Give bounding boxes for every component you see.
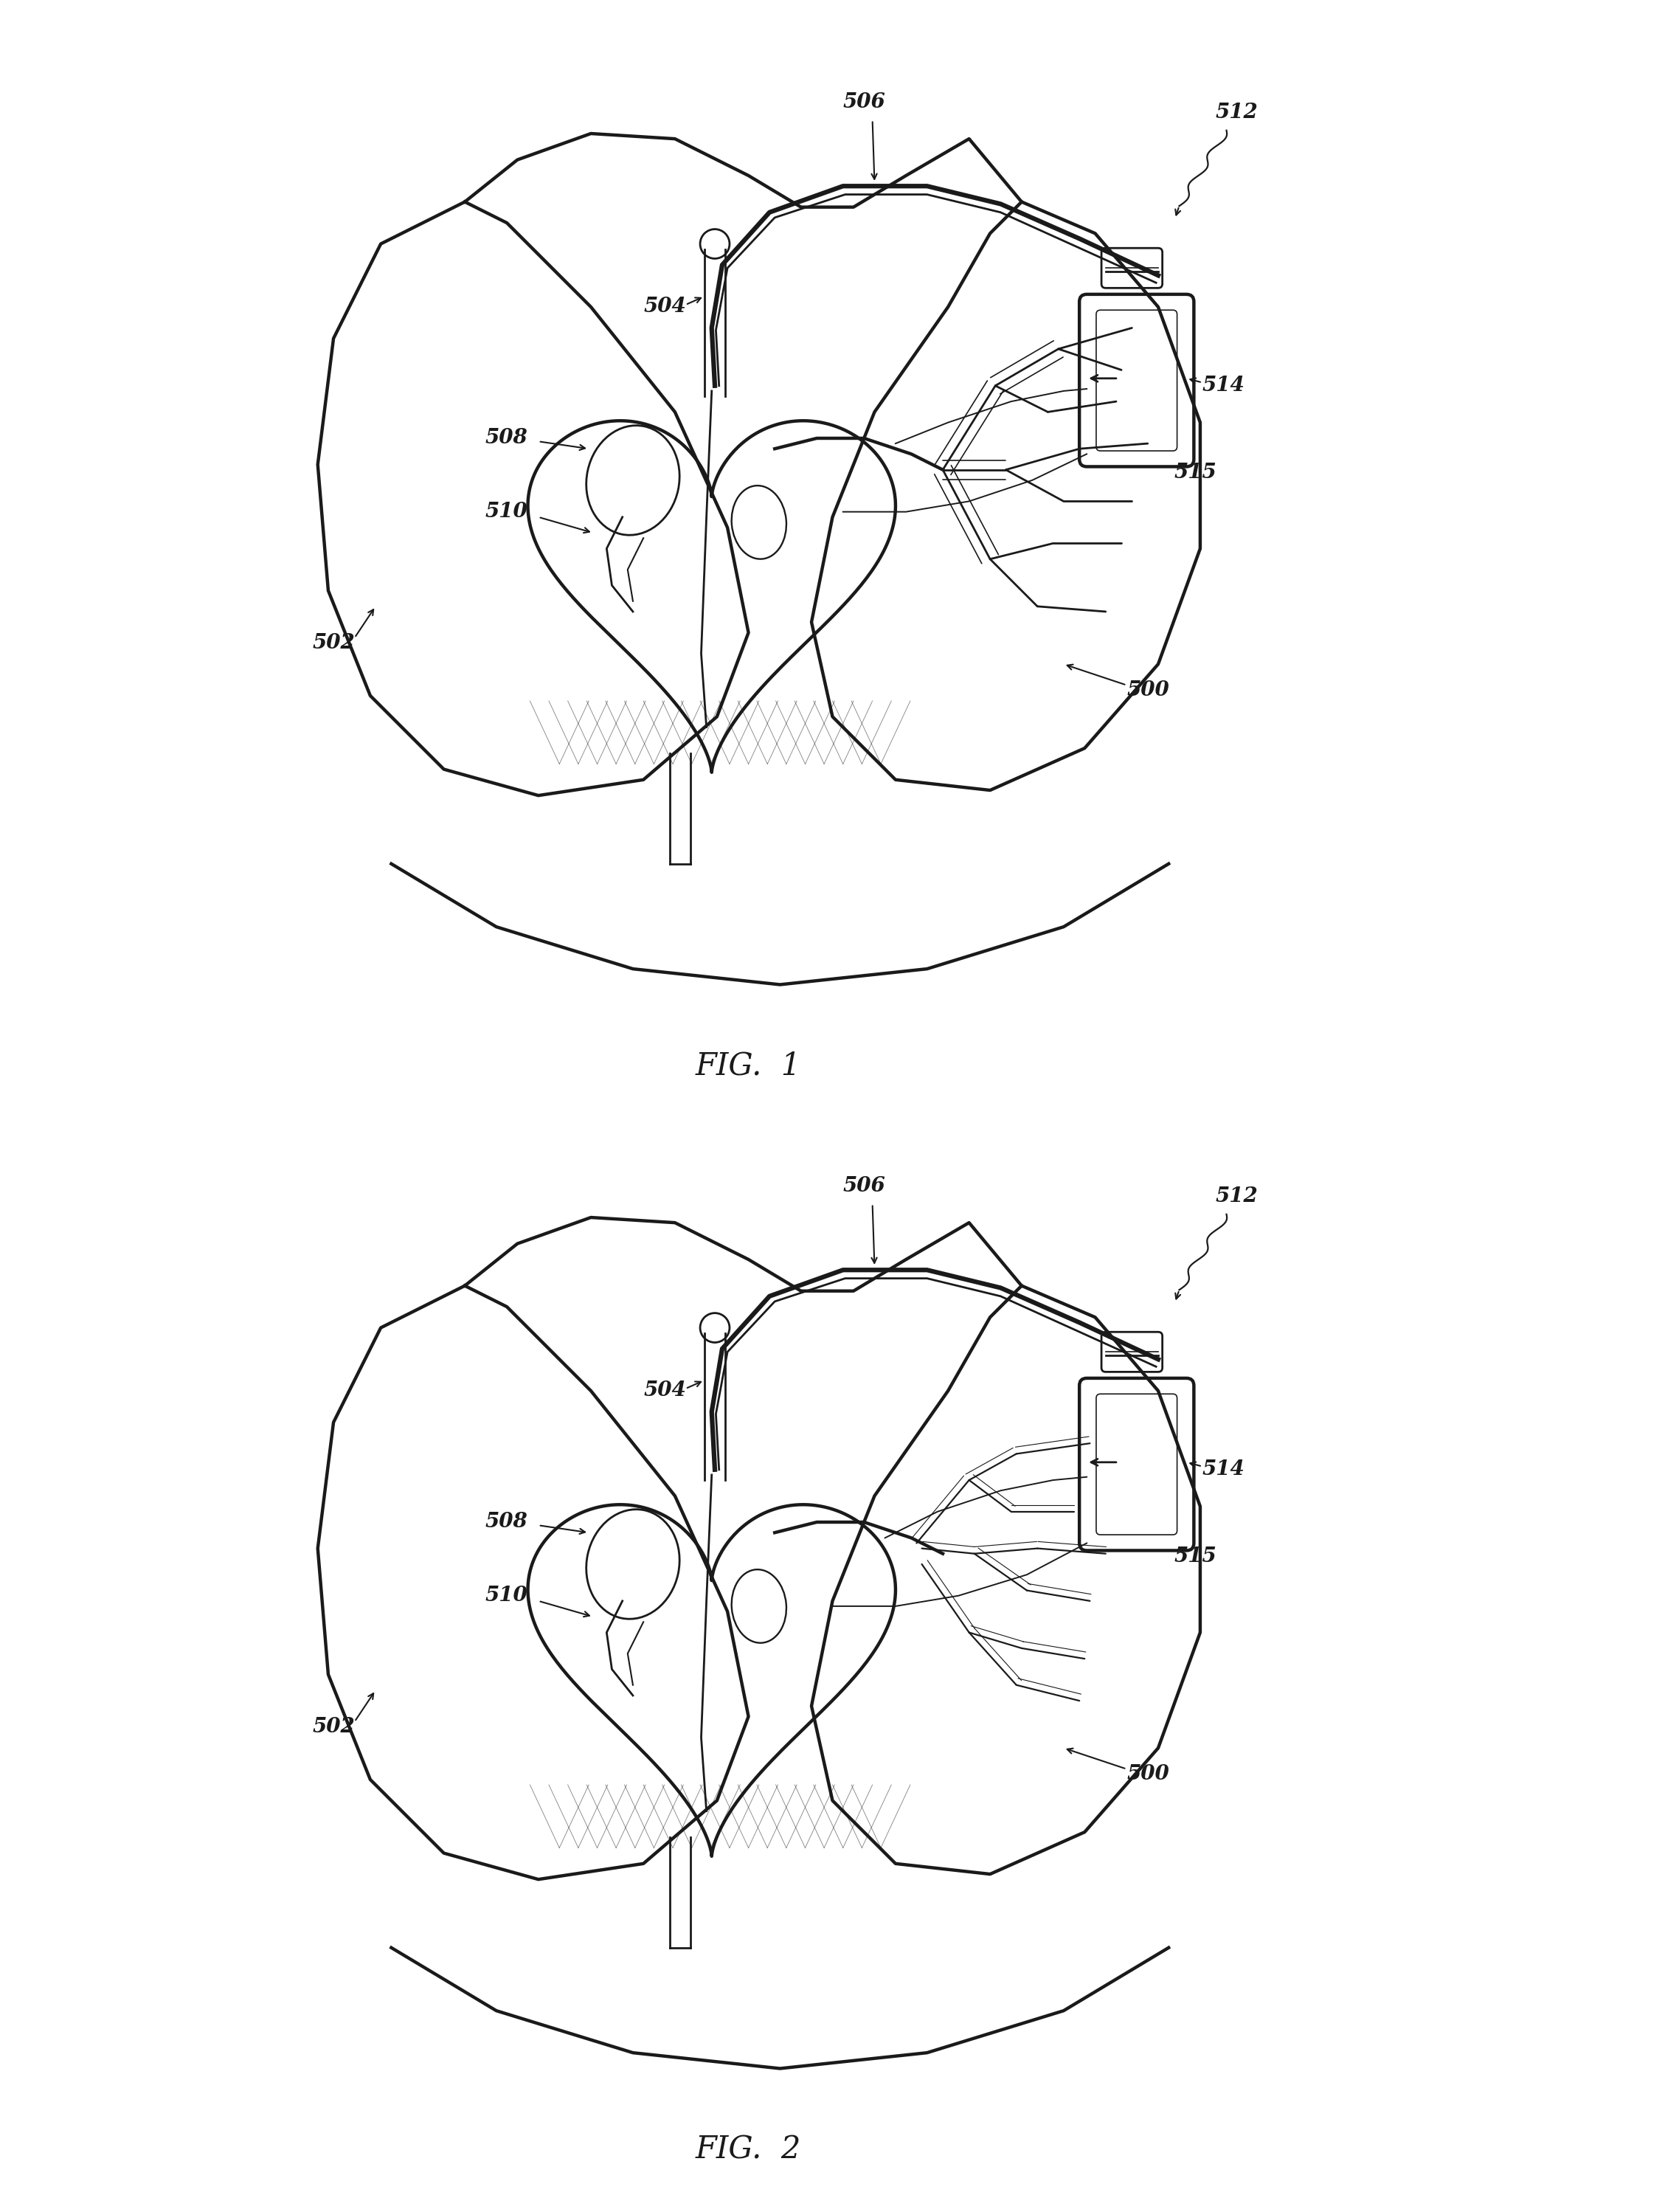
Text: 514: 514 [1202,1460,1245,1480]
Text: 504: 504 [643,1380,686,1400]
Text: 502: 502 [313,633,355,653]
Text: 512: 512 [1215,1186,1259,1206]
Text: 500: 500 [1127,1765,1169,1785]
FancyBboxPatch shape [1102,1332,1162,1371]
Text: 510: 510 [485,502,528,522]
Text: 506: 506 [842,93,886,113]
FancyBboxPatch shape [1096,310,1177,451]
Text: 514: 514 [1202,376,1245,396]
Text: FIG.  1: FIG. 1 [696,1051,801,1082]
Text: 512: 512 [1215,102,1259,122]
FancyBboxPatch shape [1079,294,1194,467]
Text: 515: 515 [1174,1546,1217,1566]
Text: 502: 502 [313,1717,355,1736]
FancyBboxPatch shape [1102,248,1162,288]
FancyBboxPatch shape [1096,1394,1177,1535]
Text: 500: 500 [1127,681,1169,701]
Text: 508: 508 [485,429,528,449]
Text: FIG.  2: FIG. 2 [696,2135,801,2166]
Text: 515: 515 [1174,462,1217,482]
Text: 508: 508 [485,1513,528,1533]
Text: 510: 510 [485,1586,528,1606]
Text: 504: 504 [643,296,686,316]
Text: 506: 506 [842,1177,886,1197]
FancyBboxPatch shape [1079,1378,1194,1551]
